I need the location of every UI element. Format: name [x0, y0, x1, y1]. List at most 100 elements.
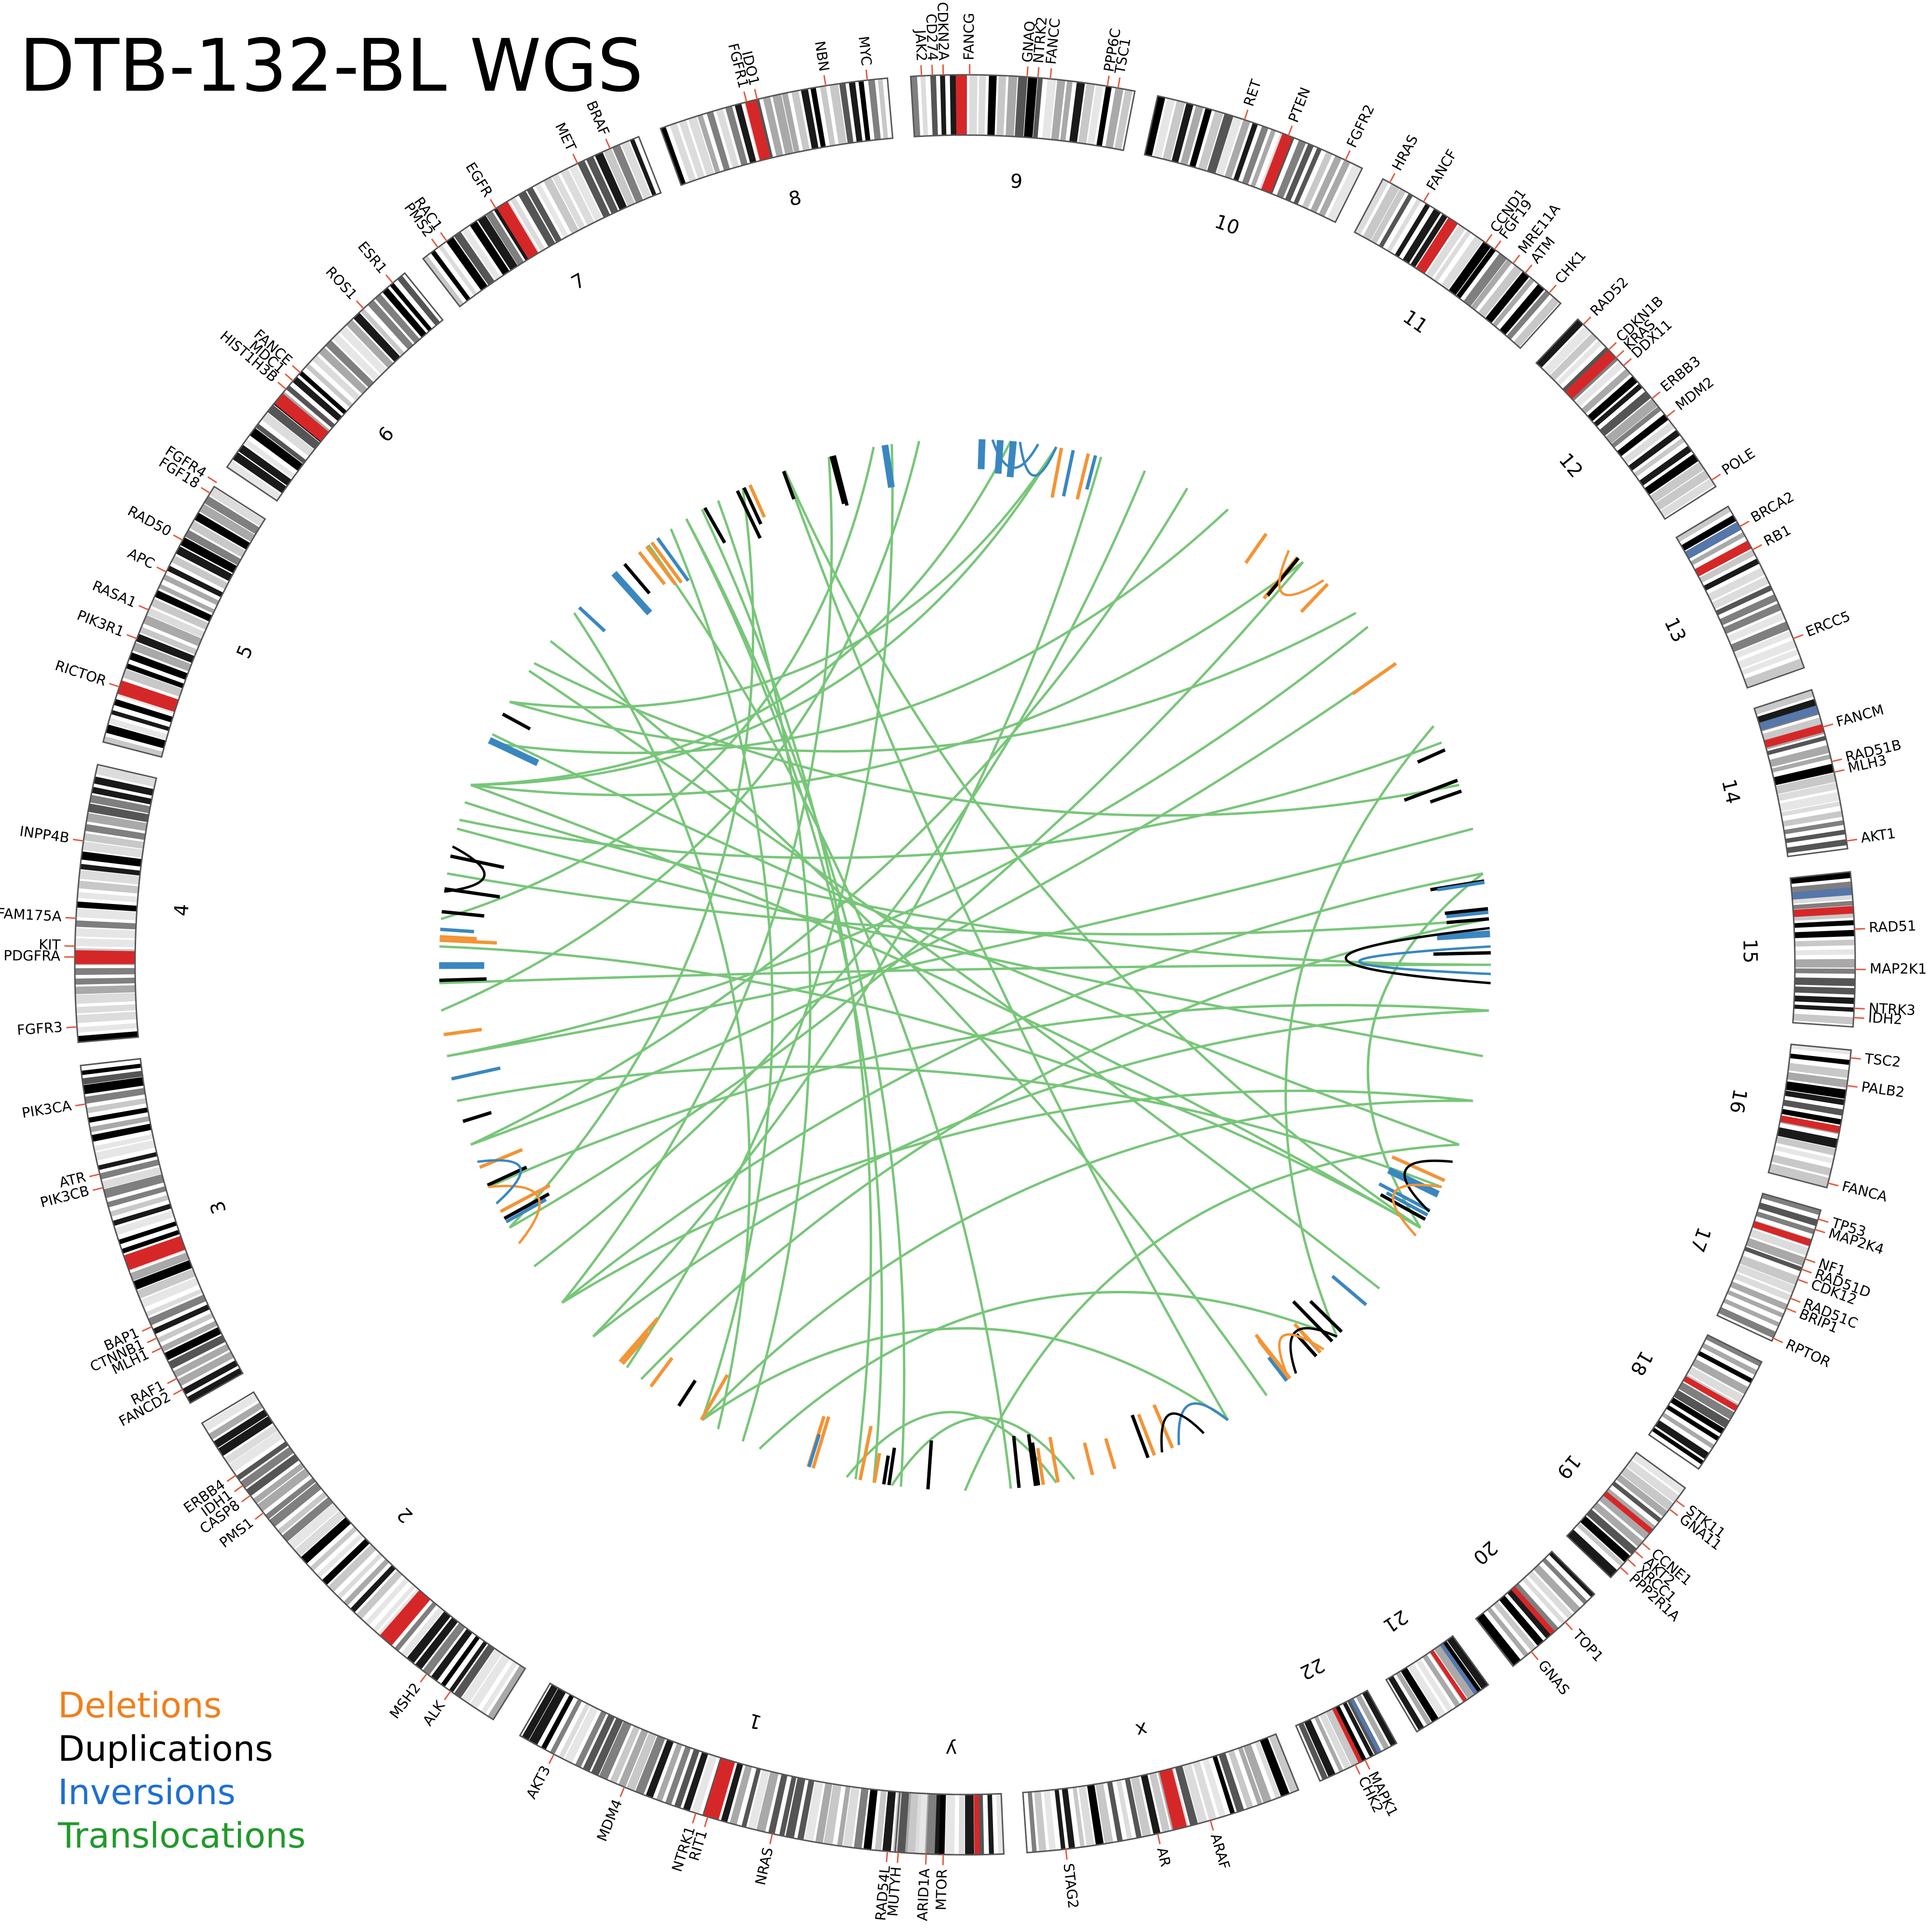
gene-fancg: FANCG: [961, 13, 978, 75]
gene-tick: [1620, 1567, 1628, 1575]
band: [76, 1004, 136, 1014]
gene-tick: [1791, 1298, 1800, 1302]
sv-link: [702, 1329, 1228, 1420]
band: [921, 76, 928, 136]
gene-map2k1: MAP2K1: [1855, 960, 1927, 977]
band: [987, 1794, 994, 1854]
gene-tick: [1531, 1652, 1538, 1660]
gene-stag2: STAG2: [1060, 1849, 1081, 1909]
gene-label: MAP2K1: [1870, 960, 1927, 977]
gene-tick: [1854, 1008, 1865, 1009]
chromosome-2: 2: [202, 1392, 525, 1720]
gene-tick: [1624, 358, 1631, 366]
gene-label: RPTOR: [1783, 1336, 1834, 1370]
gene-label: FANCF: [1423, 147, 1460, 193]
gene-label: MYC: [855, 35, 875, 67]
sv-link: [444, 847, 484, 891]
gene-egfr: EGFR: [462, 159, 496, 208]
gene-tick: [147, 1338, 157, 1343]
gene-tick: [441, 233, 447, 241]
gene-tick: [1423, 193, 1429, 202]
gene-label: PTEN: [1285, 85, 1313, 124]
gene-alk: ALK: [419, 1691, 451, 1729]
gene-label: FGFR3: [16, 1019, 63, 1039]
gene-akt3: AKT3: [523, 1754, 554, 1802]
gene-tick: [1854, 1017, 1864, 1018]
sv-link: [447, 829, 1473, 1056]
gene-label: CHK1: [1552, 247, 1589, 287]
gene-tick: [1565, 1622, 1572, 1630]
chromosome-label: 1: [746, 1709, 764, 1733]
chromosome-20: 20: [1469, 1536, 1595, 1666]
band: [75, 978, 135, 985]
gene-gnas: GNAS: [1531, 1652, 1573, 1698]
gene-tick: [75, 1104, 86, 1106]
gene-tick: [109, 684, 119, 687]
chromosome-5: 5: [103, 487, 265, 757]
gene-tick: [1773, 1338, 1783, 1343]
gene-tick: [152, 1348, 162, 1352]
gene-tick: [620, 1787, 624, 1797]
gene-label: RB1: [1761, 521, 1794, 549]
gene-tick: [1805, 1259, 1815, 1262]
sv-mark: [1077, 453, 1089, 499]
sv-link: [1286, 726, 1434, 1337]
legend: Deletions Duplications Inversions Transl…: [58, 1684, 305, 1857]
gene-label: AKT1: [1860, 825, 1897, 846]
gene-tick: [89, 1174, 99, 1177]
band: [965, 1795, 974, 1855]
gene-tick: [444, 1691, 451, 1700]
centromere-marker: [974, 1795, 980, 1855]
sv-mark: [620, 1318, 658, 1361]
gene-label: HRAS: [1389, 132, 1421, 174]
band: [948, 1795, 955, 1855]
sv-link: [562, 1091, 1473, 1302]
chromosome-label: 4: [170, 903, 193, 917]
band: [930, 75, 938, 136]
sv-mark: [1014, 1436, 1019, 1488]
gene-label: MDM4: [593, 1797, 625, 1844]
sv-link: [441, 447, 874, 919]
gene-tick: [490, 199, 496, 208]
gene-tick: [770, 1834, 772, 1844]
chromosome-label: 3: [206, 1198, 231, 1217]
gene-mtor: MTOR: [933, 1854, 950, 1910]
band: [1790, 1054, 1850, 1065]
band: [1794, 987, 1855, 995]
sv-link: [529, 671, 1379, 1288]
gene-tick: [1494, 241, 1501, 249]
gene-tick: [357, 301, 364, 309]
chromosome-label: 11: [1399, 306, 1432, 338]
chromosome-x: x: [1023, 1717, 1298, 1852]
gene-label: STAG2: [1060, 1863, 1081, 1909]
centromere-marker: [75, 950, 135, 964]
gene-tick: [573, 154, 578, 164]
band: [1794, 1005, 1854, 1012]
gene-label: IDH2: [1868, 1009, 1903, 1028]
sv-mark: [442, 912, 484, 916]
gene-tick: [1711, 474, 1720, 480]
gene-tick: [1288, 126, 1292, 136]
chromosome-label: 2: [393, 1503, 417, 1527]
gene-palb2: PALB2: [1847, 1079, 1905, 1101]
chromosome-15: 15: [1738, 872, 1855, 1027]
gene-tick: [255, 1513, 263, 1520]
band: [76, 1012, 137, 1023]
gene-arid1a: ARID1A: [914, 1854, 933, 1921]
band: [75, 968, 135, 975]
gene-tick: [1584, 317, 1591, 325]
legend-duplications: Duplications: [58, 1727, 305, 1770]
gene-fancc: FANCC: [1043, 17, 1063, 79]
sv-link: [510, 562, 1303, 1228]
gene-label: PIK3R1: [75, 607, 126, 640]
sv-mark: [1063, 450, 1073, 496]
gene-tick: [1158, 1834, 1160, 1844]
chromosome-label: 21: [1379, 1605, 1412, 1637]
gene-tick: [285, 374, 293, 381]
gene-tick: [744, 92, 746, 102]
gene-label: FAM175A: [0, 905, 62, 925]
sv-link: [471, 562, 1303, 795]
band: [987, 75, 996, 136]
gene-tick: [1798, 1279, 1808, 1283]
gene-tick: [606, 139, 610, 149]
